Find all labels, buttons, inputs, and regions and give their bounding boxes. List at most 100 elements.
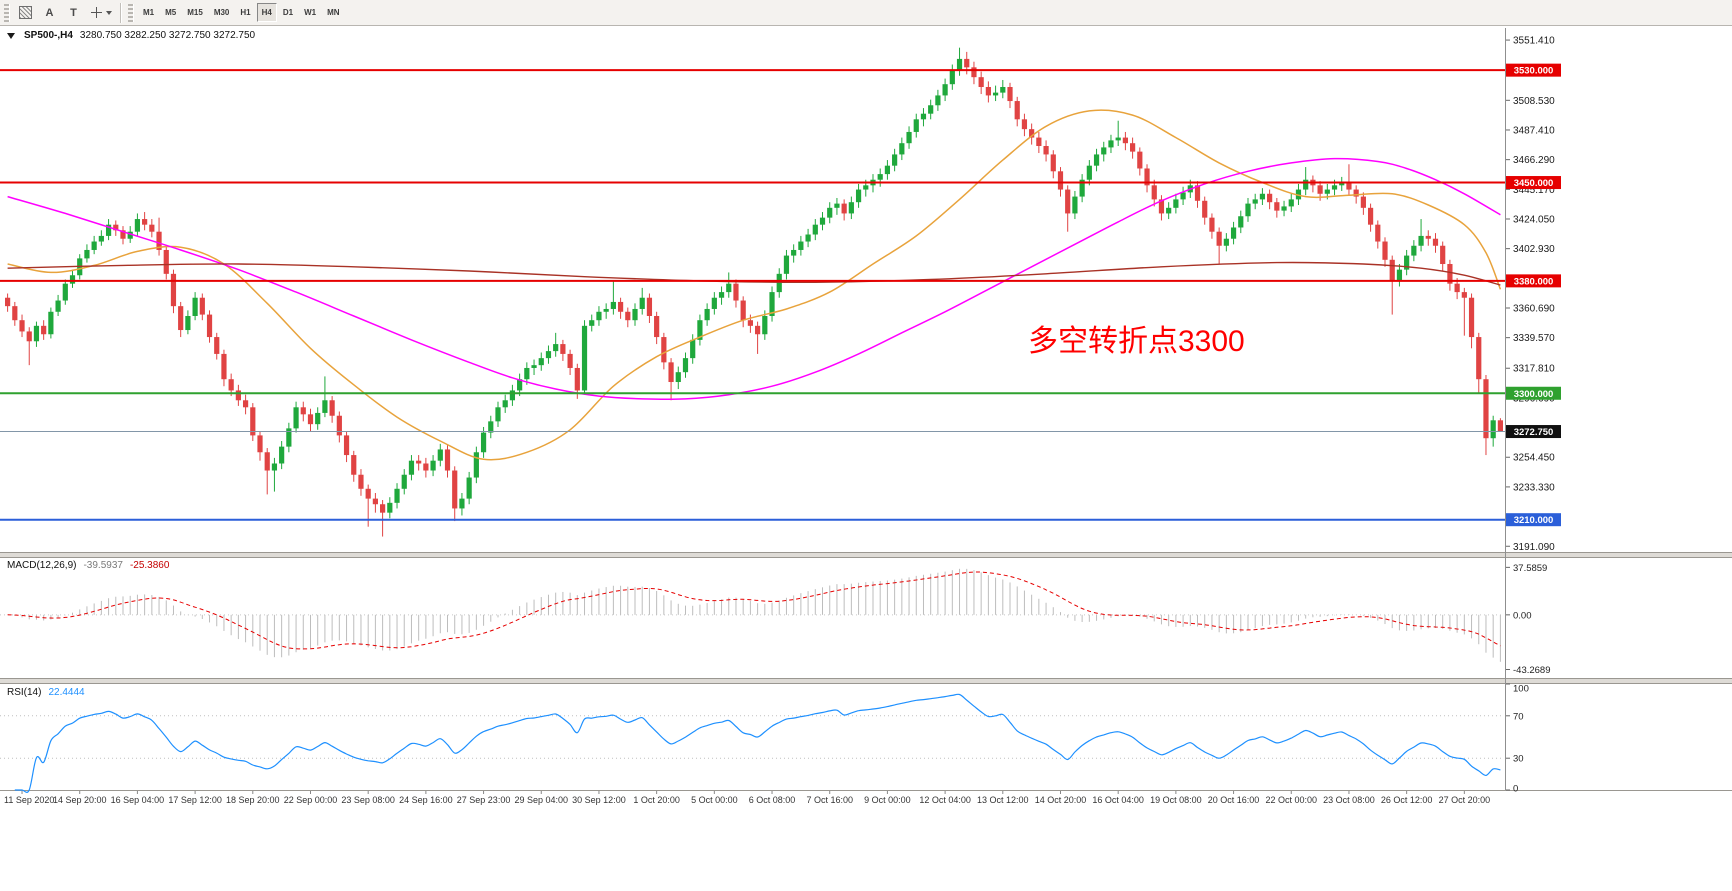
price-axis-label: 3551.410 xyxy=(1513,36,1555,47)
price-badge-label: 3210.000 xyxy=(1514,515,1554,526)
price-badge-label: 3450.000 xyxy=(1514,178,1554,189)
rsi-value: 22.4444 xyxy=(48,687,85,698)
price-badge-3530.000 xyxy=(1506,63,1561,77)
time-axis-label: 1 Oct 20:00 xyxy=(633,795,680,805)
timeframe-toolbar: M1 M5 M15 M30 H1 H4 D1 W1 MN xyxy=(138,3,345,22)
macd-signal-value: -25.3860 xyxy=(129,560,170,571)
time-axis-label: 30 Sep 12:00 xyxy=(572,795,626,805)
macd-axis-label: 0.00 xyxy=(1513,610,1532,621)
rsi-axis-label: 30 xyxy=(1513,754,1524,765)
time-axis-label: 11 Sep 2020 xyxy=(4,795,54,805)
timeframe-toolbar-grip[interactable] xyxy=(128,3,134,22)
price-badge-3380.000 xyxy=(1506,274,1561,288)
price-axis-label: 3360.690 xyxy=(1513,303,1555,314)
macd-axis-label: 37.5859 xyxy=(1513,563,1547,574)
dropdown-caret-icon xyxy=(106,10,112,15)
toolbar-grip[interactable] xyxy=(4,3,10,22)
time-axis-label: 14 Sep 20:00 xyxy=(53,795,107,805)
rsi-indicator-title: RSI(14) 22.4444 xyxy=(7,687,85,698)
ma-fast-line[interactable] xyxy=(7,109,1502,461)
cursor-tool-button[interactable] xyxy=(86,3,116,23)
price-axis-label: 3424.050 xyxy=(1513,214,1555,225)
rsi-axis-label: 70 xyxy=(1513,711,1524,722)
price-axis-label: 3466.290 xyxy=(1513,155,1555,166)
macd-indicator-title: MACD(12,26,9) -39.5937 -25.3860 xyxy=(7,560,169,571)
price-axis-label: 3191.090 xyxy=(1513,542,1555,553)
time-axis-label: 23 Oct 08:00 xyxy=(1323,795,1375,805)
price-axis-label: 3317.810 xyxy=(1513,364,1555,375)
time-axis-label: 19 Oct 08:00 xyxy=(1150,795,1202,805)
time-axis-label: 22 Sep 00:00 xyxy=(284,795,338,805)
price-axis-label: 3233.330 xyxy=(1513,482,1555,493)
price-axis-label: 3508.530 xyxy=(1513,96,1555,107)
time-axis-label: 16 Oct 04:00 xyxy=(1092,795,1144,805)
time-axis-label: 6 Oct 08:00 xyxy=(749,795,796,805)
rsi-axis-label: 0 xyxy=(1513,784,1518,795)
text-frame-tool-button[interactable]: T xyxy=(62,3,85,23)
crosshair-icon xyxy=(90,6,103,19)
price-axis-label: 3339.570 xyxy=(1513,333,1555,344)
time-axis-label: 29 Sep 04:00 xyxy=(514,795,568,805)
main-price-pane[interactable] xyxy=(0,28,1504,552)
timeframe-button-M15[interactable]: M15 xyxy=(182,3,208,22)
price-badge-3450.000 xyxy=(1506,176,1561,190)
ma-slow-line[interactable] xyxy=(7,157,1501,401)
time-axis-label: 17 Sep 12:00 xyxy=(168,795,222,805)
chart-symbol-period: SP500-,H4 xyxy=(24,30,73,41)
price-axis-label: 3254.450 xyxy=(1513,453,1555,464)
chart-menu-arrow-icon[interactable] xyxy=(7,32,15,39)
rsi-line xyxy=(14,693,1501,793)
price-axis-label: 3487.410 xyxy=(1513,125,1555,136)
toolbar-separator xyxy=(120,2,122,23)
price-axis-label: 3402.930 xyxy=(1513,244,1555,255)
time-axis-label: 9 Oct 00:00 xyxy=(864,795,911,805)
rsi-pane-splitter[interactable] xyxy=(0,678,1732,684)
price-badge-label: 3300.000 xyxy=(1514,389,1554,400)
time-axis-label: 23 Sep 08:00 xyxy=(341,795,395,805)
price-badge-label: 3380.000 xyxy=(1514,276,1554,287)
rsi-pane[interactable] xyxy=(0,684,1504,790)
candles-layer xyxy=(5,47,1503,537)
rsi-axis-label: 100 xyxy=(1513,684,1529,695)
time-axis-label: 5 Oct 00:00 xyxy=(691,795,738,805)
rsi-label: RSI(14) xyxy=(7,687,42,698)
time-axis-label: 26 Oct 12:00 xyxy=(1381,795,1433,805)
price-badge-3300.000 xyxy=(1506,386,1561,400)
price-badge-label: 3272.750 xyxy=(1514,427,1554,438)
hatch-pattern-icon xyxy=(19,6,32,19)
timeframe-button-M5[interactable]: M5 xyxy=(160,3,181,22)
timeframe-button-W1[interactable]: W1 xyxy=(299,3,321,22)
price-scale[interactable]: 3551.410 3508.530 3487.410 3466.290 3445.170… xyxy=(1506,36,1561,553)
macd-label: MACD(12,26,9) xyxy=(7,560,77,571)
time-axis-label: 27 Oct 20:00 xyxy=(1439,795,1491,805)
time-axis-label: 18 Sep 20:00 xyxy=(226,795,280,805)
chart-title: SP500-,H4 3280.750 3282.250 3272.750 327… xyxy=(7,30,255,41)
chart-annotation-text[interactable]: 多空转折点3300 xyxy=(1028,325,1245,358)
time-axis-label: 24 Sep 16:00 xyxy=(399,795,453,805)
time-axis-label: 12 Oct 04:00 xyxy=(919,795,971,805)
pattern-tool-button[interactable] xyxy=(14,3,37,23)
time-axis-label: 27 Sep 23:00 xyxy=(457,795,511,805)
timeframe-button-H1[interactable]: H1 xyxy=(235,3,255,22)
time-axis-label: 13 Oct 12:00 xyxy=(977,795,1029,805)
timeframe-button-M30[interactable]: M30 xyxy=(209,3,235,22)
text-label-tool-button[interactable]: A xyxy=(38,3,61,23)
timeframe-button-D1[interactable]: D1 xyxy=(278,3,298,22)
timeframe-button-MN[interactable]: MN xyxy=(322,3,344,22)
time-axis-label: 7 Oct 16:00 xyxy=(806,795,853,805)
timeframe-button-M1[interactable]: M1 xyxy=(138,3,159,22)
timeframe-button-H4[interactable]: H4 xyxy=(256,3,277,22)
time-axis-label: 22 Oct 00:00 xyxy=(1265,795,1317,805)
time-axis-label: 14 Oct 20:00 xyxy=(1035,795,1087,805)
chart-ohlc-values: 3280.750 3282.250 3272.750 3272.750 xyxy=(79,30,256,41)
macd-pane[interactable] xyxy=(0,558,1504,678)
macd-axis-label: -43.2689 xyxy=(1513,665,1551,676)
macd-pane-splitter[interactable] xyxy=(0,552,1732,558)
price-badge-3272.750 xyxy=(1506,425,1561,439)
ma-long-line[interactable] xyxy=(7,261,1501,286)
